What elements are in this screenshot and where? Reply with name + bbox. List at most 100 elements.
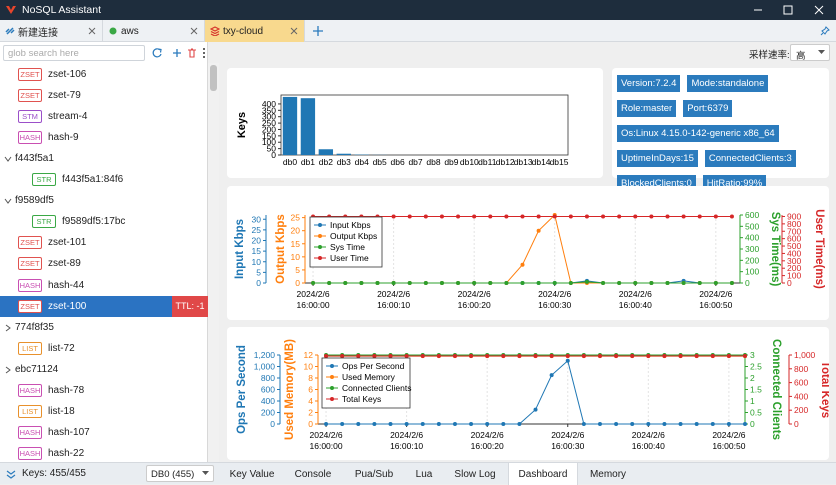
point — [601, 214, 605, 218]
key-name: zset-106 — [48, 69, 86, 80]
info-badge: Port:6379 — [683, 100, 732, 117]
point — [488, 214, 492, 218]
sidebar-toolbar[interactable] — [148, 45, 208, 61]
bottom-tab[interactable]: Key Value — [220, 463, 284, 485]
rate-select[interactable]: 高 — [790, 44, 830, 61]
collapse-icon[interactable] — [6, 469, 16, 479]
point — [711, 354, 715, 358]
rate-label: 采样速率: — [749, 47, 790, 61]
y-tick-label: 30 — [252, 214, 262, 224]
key-row[interactable]: ZSET zset-106 — [0, 64, 208, 85]
chevron-shape — [6, 367, 10, 373]
db-select[interactable]: DB0 (455) — [146, 465, 214, 482]
tab-icon — [210, 26, 220, 36]
legend-label: Used Memory — [342, 372, 396, 382]
y-tick-label: 4 — [308, 396, 313, 406]
folder-row[interactable]: ebc71124 — [0, 359, 208, 380]
point — [408, 214, 412, 218]
tab-close[interactable] — [88, 27, 96, 35]
chevron[interactable] — [4, 155, 12, 163]
point — [472, 281, 476, 285]
scroll-thumb[interactable] — [210, 65, 217, 91]
bottom-tab[interactable]: Console — [284, 463, 342, 485]
tab-icon-shape — [110, 28, 117, 35]
new-tab[interactable] — [312, 25, 324, 37]
folder-row[interactable]: 774f8f35 — [0, 317, 208, 338]
scrollbar[interactable] — [208, 63, 219, 462]
window-title: NoSQL Assistant — [22, 4, 101, 16]
point — [714, 281, 718, 285]
search-input[interactable]: glob search here — [3, 45, 145, 61]
point — [666, 214, 670, 218]
legend-dot — [330, 364, 334, 368]
db-value: DB0 (455) — [151, 469, 194, 480]
bottom-tab[interactable]: Pua/Sub — [342, 463, 406, 485]
chevron[interactable] — [4, 324, 12, 332]
point — [566, 359, 570, 363]
chevron[interactable] — [4, 366, 12, 374]
point — [534, 354, 538, 358]
legend-label: Sys Time — [330, 242, 365, 252]
point — [405, 422, 409, 426]
chevron[interactable] — [4, 197, 12, 205]
bottom-tab[interactable]: Memory — [578, 463, 638, 485]
folder-row[interactable]: f9589df5 — [0, 190, 208, 211]
point — [569, 281, 573, 285]
pin[interactable] — [820, 26, 830, 36]
status-dot — [110, 28, 117, 35]
point — [324, 354, 328, 358]
y-tick-label: 1,000 — [794, 350, 816, 360]
point — [569, 214, 573, 218]
close-x — [191, 28, 197, 34]
tab[interactable]: aws — [103, 20, 205, 42]
y-tick-label: 400 — [262, 99, 276, 109]
key-name: f443f5a1:84f6 — [62, 174, 123, 185]
window-controls[interactable] — [740, 0, 836, 20]
title-bar: NoSQL Assistant — [0, 0, 836, 20]
folder-name: f9589df5 — [15, 195, 54, 206]
legend-dot — [318, 234, 322, 238]
bottom-tab[interactable]: Slow Log — [442, 463, 508, 485]
point — [340, 422, 344, 426]
y-axis-label: User Time(ms) — [813, 209, 825, 289]
point — [727, 422, 731, 426]
tab-icon — [5, 26, 15, 36]
bottom-tab[interactable]: Dashboard — [508, 463, 578, 485]
tab-close[interactable] — [290, 27, 298, 35]
tab-close[interactable] — [190, 27, 198, 35]
info-badge: Version:7.2.4 — [617, 75, 680, 92]
y-tick-label: 800 — [261, 373, 275, 383]
chevron-shape — [6, 325, 10, 331]
point — [553, 214, 557, 218]
point — [389, 354, 393, 358]
key-name: zset-89 — [48, 258, 81, 269]
x-tick-label: db13 — [514, 157, 533, 167]
folder-row[interactable]: f443f5a1 — [0, 148, 208, 169]
tab[interactable]: 新建连接 — [0, 20, 103, 42]
point — [537, 214, 541, 218]
bottom-tab[interactable]: Lua — [406, 463, 442, 485]
type-badge: ZSET — [18, 68, 42, 81]
point — [743, 422, 747, 426]
point — [440, 214, 444, 218]
tab[interactable]: txy-cloud — [205, 20, 305, 42]
y-axis-label: Total Keys — [819, 361, 829, 418]
